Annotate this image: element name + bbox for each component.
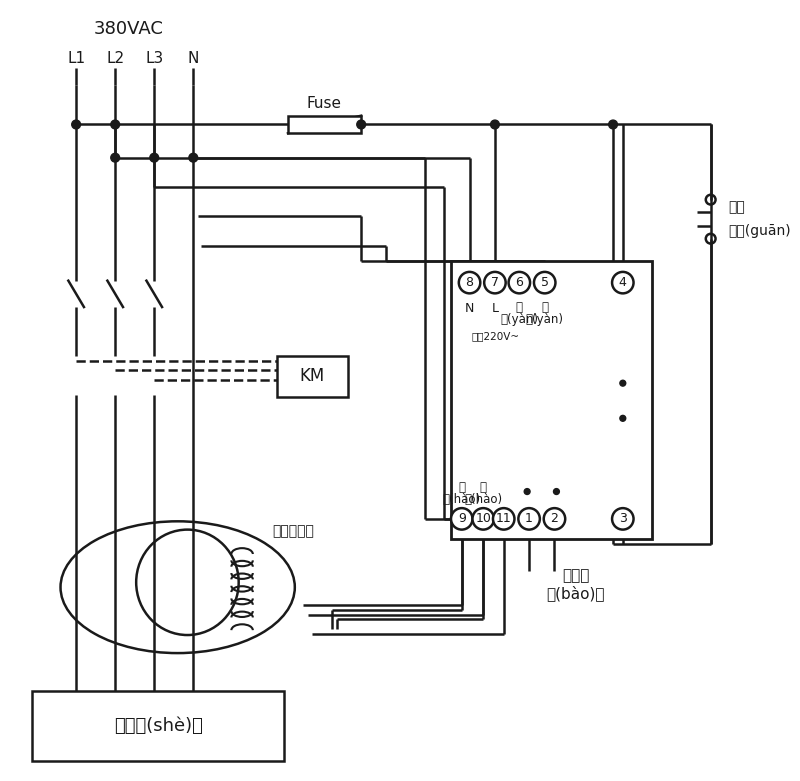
Text: 2: 2	[550, 512, 558, 526]
Circle shape	[110, 153, 119, 162]
Circle shape	[110, 120, 119, 129]
Circle shape	[189, 153, 198, 162]
Circle shape	[620, 380, 626, 386]
Text: 驗(yàn): 驗(yàn)	[500, 313, 538, 326]
Text: 380VAC: 380VAC	[94, 20, 164, 37]
Text: 7: 7	[491, 276, 499, 289]
Circle shape	[451, 508, 473, 530]
Text: 零序互感器: 零序互感器	[272, 525, 314, 539]
Circle shape	[72, 120, 81, 129]
Circle shape	[612, 508, 634, 530]
Text: 8: 8	[466, 276, 474, 289]
Circle shape	[544, 508, 566, 530]
Circle shape	[609, 120, 618, 129]
Circle shape	[509, 272, 530, 294]
Circle shape	[473, 508, 494, 530]
Text: 信: 信	[480, 481, 486, 494]
Text: N: N	[465, 301, 474, 315]
Text: Fuse: Fuse	[306, 95, 342, 110]
Text: 試: 試	[516, 301, 523, 313]
Circle shape	[459, 272, 480, 294]
Bar	[288, 116, 361, 134]
Text: 自鎖: 自鎖	[728, 201, 745, 215]
Text: 10: 10	[475, 512, 491, 526]
Circle shape	[490, 120, 499, 129]
Text: L3: L3	[145, 51, 163, 66]
Text: 電源220V~: 電源220V~	[471, 331, 520, 341]
Text: 報(bào)警: 報(bào)警	[546, 585, 606, 601]
Text: 試: 試	[542, 301, 548, 313]
Text: KM: KM	[300, 367, 325, 385]
Text: 9: 9	[458, 512, 466, 526]
Text: N: N	[187, 51, 199, 66]
Text: L1: L1	[67, 51, 86, 66]
Bar	[278, 356, 347, 397]
Circle shape	[357, 120, 366, 129]
Text: 6: 6	[515, 276, 523, 289]
Circle shape	[150, 153, 158, 162]
Text: 號(hào): 號(hào)	[464, 493, 502, 506]
Text: 用戶設(shè)備: 用戶設(shè)備	[114, 717, 202, 735]
Text: 號(hào): 號(hào)	[442, 493, 481, 506]
Text: 1: 1	[525, 512, 533, 526]
Text: 11: 11	[496, 512, 511, 526]
Circle shape	[493, 508, 514, 530]
Text: 驗(yàn): 驗(yàn)	[526, 313, 564, 326]
Text: 開關(guān): 開關(guān)	[728, 224, 791, 238]
Circle shape	[484, 272, 506, 294]
Circle shape	[518, 508, 540, 530]
Circle shape	[612, 272, 634, 294]
Bar	[32, 690, 284, 761]
Text: 信: 信	[458, 481, 466, 494]
Bar	[451, 261, 652, 540]
Circle shape	[620, 415, 626, 421]
Circle shape	[554, 489, 559, 494]
Text: L2: L2	[106, 51, 124, 66]
Text: 4: 4	[619, 276, 626, 289]
Circle shape	[524, 489, 530, 494]
Text: 3: 3	[619, 512, 626, 526]
Circle shape	[534, 272, 555, 294]
Text: 接聲光: 接聲光	[562, 568, 590, 583]
Text: L: L	[491, 301, 498, 315]
Text: 5: 5	[541, 276, 549, 289]
